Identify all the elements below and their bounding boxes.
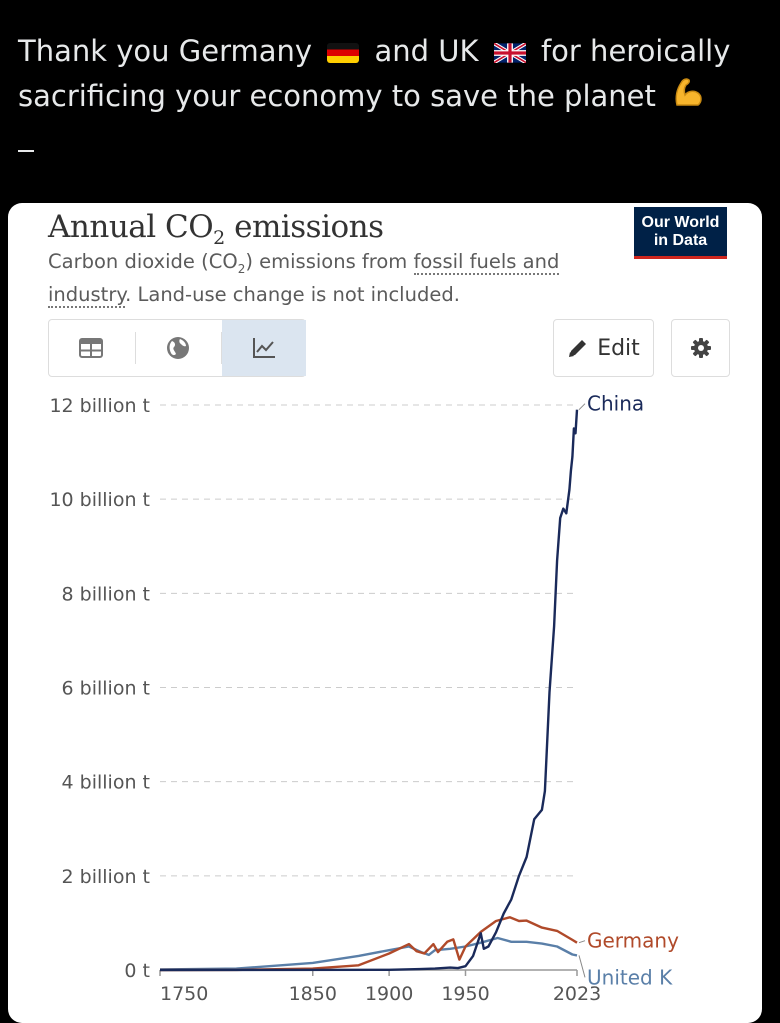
- edit-button-label: Edit: [597, 335, 640, 361]
- tab-separator: [135, 332, 136, 364]
- tab-chart[interactable]: [222, 320, 306, 376]
- tweet-text-part1: Thank you Germany: [18, 34, 313, 68]
- pencil-icon: [569, 340, 587, 357]
- title-subscript: 2: [213, 227, 225, 250]
- y-tick-label: 4 billion t: [62, 772, 150, 794]
- owid-logo[interactable]: Our World in Data: [634, 207, 727, 259]
- view-tabs: [48, 319, 306, 377]
- series-label: China: [587, 392, 644, 416]
- subtitle-part-c: . Land-use change is not included.: [125, 282, 460, 306]
- gear-icon: [690, 338, 711, 358]
- chart-card: Annual CO2 emissions Carbon dioxide (CO2…: [8, 203, 762, 1023]
- logo-line-1: Our World: [641, 214, 720, 231]
- subtitle-part-b: ) emissions from: [245, 250, 414, 273]
- industry-link[interactable]: industry: [48, 282, 126, 308]
- title-end: emissions: [224, 209, 384, 245]
- x-tick-label: 1750: [160, 983, 208, 1005]
- series-label-connector: [578, 955, 586, 978]
- subtitle-subscript: 2: [237, 261, 246, 276]
- x-tick-label: 2023: [553, 983, 601, 1005]
- x-tick-label: 1850: [289, 983, 337, 1005]
- y-tick-label: 6 billion t: [62, 678, 150, 700]
- globe-icon: [167, 337, 189, 359]
- tweet-text-part3: for heroically: [540, 34, 731, 68]
- line-chart: 12 billion t 10 billion t 8 billion t 6 bil…: [49, 392, 679, 1005]
- title-main: Annual CO: [48, 209, 214, 245]
- subtitle-part-a: Carbon dioxide (CO: [48, 250, 238, 273]
- tweet-line-1: Thank you Germany and UK for heroically: [18, 30, 758, 75]
- y-tick-label: 10 billion t: [49, 489, 150, 511]
- series-line-united-k[interactable]: [159, 936, 578, 971]
- chart-title: Annual CO2 emissions: [48, 209, 384, 249]
- germany-flag-icon: [327, 43, 360, 63]
- tab-table[interactable]: [49, 320, 133, 376]
- logo-line-2: in Data: [653, 232, 708, 249]
- series-label: United K: [587, 965, 673, 989]
- line-chart-icon: [253, 338, 275, 358]
- table-icon: [79, 338, 103, 358]
- chart-subtitle: Carbon dioxide (CO2) emissions from foss…: [48, 249, 588, 308]
- fossil-fuels-link[interactable]: fossil fuels and: [413, 250, 560, 275]
- series-line-germany[interactable]: [159, 916, 578, 972]
- edit-button[interactable]: Edit: [553, 319, 654, 377]
- y-tick-label: 2 billion t: [62, 866, 150, 888]
- tweet-text-part2: and UK: [374, 34, 479, 68]
- tweet-line-2: sacrificing your economy to save the pla…: [18, 75, 758, 121]
- x-tick-label: 1950: [441, 983, 489, 1005]
- series-label-connector: [578, 403, 586, 411]
- tweet-text-line2: sacrificing your economy to save the pla…: [18, 78, 656, 113]
- series-label: Germany: [587, 929, 679, 953]
- flexed-biceps-icon: [671, 75, 705, 121]
- x-tick-label: 1900: [365, 983, 413, 1005]
- uk-flag-icon: [492, 32, 527, 75]
- series-line-china[interactable]: [159, 409, 579, 972]
- tab-map[interactable]: [136, 320, 220, 376]
- series-label-connector: [578, 940, 586, 944]
- y-tick-label: 12 billion t: [49, 395, 150, 417]
- tab-separator: [221, 332, 222, 364]
- tweet-text: Thank you Germany and UK for heroically …: [18, 30, 758, 121]
- y-tick-label: 8 billion t: [62, 583, 150, 605]
- y-tick-label: 0 t: [124, 960, 150, 982]
- settings-button[interactable]: [671, 319, 730, 377]
- separator-dash: [18, 150, 34, 152]
